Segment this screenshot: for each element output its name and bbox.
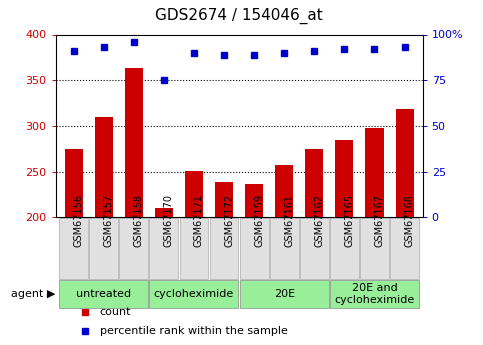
Bar: [245, 184, 263, 345]
FancyBboxPatch shape: [149, 218, 178, 279]
Text: 20E and
cycloheximide: 20E and cycloheximide: [334, 283, 414, 305]
Bar: [305, 149, 323, 345]
Text: GSM67172: GSM67172: [224, 194, 234, 247]
Text: GSM67158: GSM67158: [134, 194, 144, 247]
FancyBboxPatch shape: [240, 280, 329, 308]
FancyBboxPatch shape: [149, 280, 239, 308]
Bar: [335, 140, 354, 345]
Text: GSM67167: GSM67167: [374, 194, 384, 247]
Text: agent ▶: agent ▶: [11, 289, 55, 299]
Text: GSM67165: GSM67165: [344, 194, 355, 247]
Bar: [396, 109, 413, 345]
Bar: [215, 181, 233, 345]
FancyBboxPatch shape: [210, 218, 239, 279]
FancyBboxPatch shape: [330, 280, 419, 308]
Bar: [95, 117, 113, 345]
Text: GDS2674 / 154046_at: GDS2674 / 154046_at: [155, 8, 323, 24]
Text: GSM67168: GSM67168: [405, 194, 414, 247]
Text: cycloheximide: cycloheximide: [154, 289, 234, 299]
FancyBboxPatch shape: [270, 218, 298, 279]
Bar: [65, 149, 83, 345]
Text: untreated: untreated: [76, 289, 131, 299]
FancyBboxPatch shape: [180, 218, 208, 279]
FancyBboxPatch shape: [59, 280, 148, 308]
Text: GSM67157: GSM67157: [104, 194, 114, 247]
FancyBboxPatch shape: [240, 218, 269, 279]
Bar: [125, 68, 143, 345]
Bar: [366, 128, 384, 345]
Text: percentile rank within the sample: percentile rank within the sample: [99, 326, 287, 336]
Bar: [155, 208, 173, 345]
Text: count: count: [99, 307, 131, 317]
Text: GSM67170: GSM67170: [164, 194, 174, 247]
FancyBboxPatch shape: [360, 218, 389, 279]
Text: GSM67159: GSM67159: [254, 194, 264, 247]
FancyBboxPatch shape: [300, 218, 329, 279]
Text: GSM67156: GSM67156: [73, 194, 84, 247]
Bar: [275, 165, 293, 345]
FancyBboxPatch shape: [89, 218, 118, 279]
FancyBboxPatch shape: [390, 218, 419, 279]
FancyBboxPatch shape: [330, 218, 359, 279]
FancyBboxPatch shape: [119, 218, 148, 279]
Text: GSM67161: GSM67161: [284, 194, 294, 247]
Bar: [185, 171, 203, 345]
Text: GSM67162: GSM67162: [314, 194, 324, 247]
Text: 20E: 20E: [274, 289, 295, 299]
Text: GSM67171: GSM67171: [194, 194, 204, 247]
FancyBboxPatch shape: [59, 218, 88, 279]
